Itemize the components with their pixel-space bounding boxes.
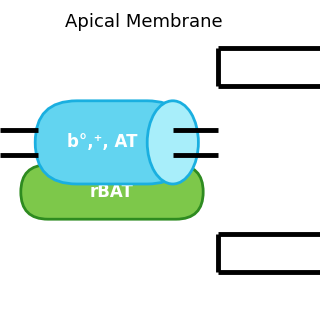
Ellipse shape (147, 101, 198, 184)
FancyBboxPatch shape (21, 165, 203, 219)
Text: b°,⁺, AT: b°,⁺, AT (67, 133, 138, 151)
Text: rBAT: rBAT (90, 183, 134, 201)
FancyBboxPatch shape (35, 101, 189, 184)
Text: Apical Membrane: Apical Membrane (65, 13, 223, 31)
